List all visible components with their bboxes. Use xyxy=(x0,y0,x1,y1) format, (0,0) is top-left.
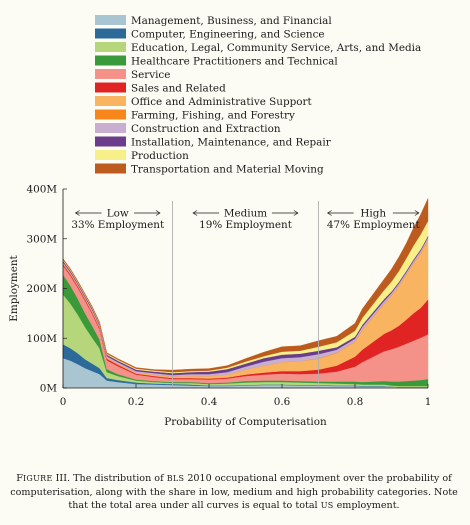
legend-label-transportation-and-material-moving: Transportation and Material Moving xyxy=(131,163,324,175)
region-share-high: 47% Employment xyxy=(327,219,421,231)
caption-label-prefix: F xyxy=(16,473,23,484)
caption-text-3: employment. xyxy=(333,500,400,511)
legend-swatch-production xyxy=(95,150,126,160)
y-tick-label: 400M xyxy=(27,184,58,196)
legend-swatch-farming-fishing-and-forestry xyxy=(95,109,126,120)
legend-label-farming-fishing-and-forestry: Farming, Fishing, and Forestry xyxy=(131,109,295,121)
legend-label-management-business-and-financial: Management, Business, and Financial xyxy=(131,15,332,27)
region-arrow-right-head xyxy=(155,210,161,216)
caption-abbr-us: US xyxy=(320,501,334,510)
chart-legend: Management, Business, and FinancialCompu… xyxy=(95,15,421,175)
region-arrow-left-head xyxy=(74,210,80,216)
x-tick-label: 0 xyxy=(60,396,67,408)
caption-abbr-bls: BLS xyxy=(166,474,185,483)
y-tick-label: 0M xyxy=(40,383,58,395)
region-arrow-left-head xyxy=(192,210,198,216)
region-dividers xyxy=(172,201,319,388)
legend-swatch-installation-maintenance-and-repair xyxy=(95,136,126,147)
y-tick-label: 100M xyxy=(27,333,58,345)
region-label-medium: Medium xyxy=(224,208,267,220)
figure-caption: FIGURE III. The distribution of BLS 2010… xyxy=(8,472,460,513)
region-label-high: High xyxy=(360,208,386,220)
caption-text-2: 2010 occupational employment over the pr… xyxy=(10,473,458,511)
stacked-area-chart: Management, Business, and FinancialCompu… xyxy=(8,15,431,428)
caption-label-small: IGURE xyxy=(22,474,53,483)
legend-label-installation-maintenance-and-repair: Installation, Maintenance, and Repair xyxy=(131,136,331,148)
legend-swatch-transportation-and-material-moving xyxy=(95,163,126,174)
caption-text-1: The distribution of xyxy=(70,473,167,484)
legend-swatch-healthcare-practitioners-and-technical xyxy=(95,55,126,66)
legend-swatch-computer-engineering-and-science xyxy=(95,28,126,39)
legend-label-production: Production xyxy=(131,150,189,162)
y-tick-label: 200M xyxy=(27,283,58,295)
region-arrow-right-head xyxy=(414,210,420,216)
region-share-medium: 19% Employment xyxy=(199,219,293,231)
y-axis-label: Employment xyxy=(8,254,20,321)
x-tick-label: 0.6 xyxy=(274,396,291,408)
legend-swatch-office-and-administrative-support xyxy=(95,96,126,106)
x-axis-label: Probability of Computerisation xyxy=(164,416,327,428)
x-tick-label: 0.2 xyxy=(128,396,145,408)
chart-axes: 0 0.2 0.4 0.6 0.8 1 0M 100M 200M 300M 400M Probabil… xyxy=(8,184,431,428)
legend-label-healthcare-practitioners-and-technical: Healthcare Practitioners and Technical xyxy=(131,55,338,67)
x-tick-label: 0.8 xyxy=(347,396,364,408)
legend-label-construction-and-extraction: Construction and Extraction xyxy=(131,123,281,135)
legend-swatch-education-legal-community-service-arts-and-media xyxy=(95,42,126,52)
legend-label-service: Service xyxy=(131,69,170,81)
region-share-low: 33% Employment xyxy=(71,219,165,231)
legend-label-sales-and-related: Sales and Related xyxy=(131,82,226,94)
legend-swatch-management-business-and-financial xyxy=(95,15,126,25)
region-label-low: Low xyxy=(107,208,129,220)
region-arrow-left-head xyxy=(326,210,332,216)
legend-label-computer-engineering-and-science: Computer, Engineering, and Science xyxy=(131,28,325,40)
caption-label-number: III. xyxy=(52,473,71,484)
legend-swatch-construction-and-extraction xyxy=(95,123,126,133)
y-tick-label: 300M xyxy=(27,233,58,245)
x-tick-label: 1 xyxy=(425,396,432,408)
region-arrow-right-head xyxy=(293,210,299,216)
legend-swatch-sales-and-related xyxy=(95,82,126,93)
legend-label-office-and-administrative-support: Office and Administrative Support xyxy=(131,96,313,108)
x-tick-label: 0.4 xyxy=(201,396,218,408)
legend-label-education-legal-community-service-arts-and-media: Education, Legal, Community Service, Art… xyxy=(131,42,421,54)
legend-swatch-service xyxy=(95,69,126,79)
